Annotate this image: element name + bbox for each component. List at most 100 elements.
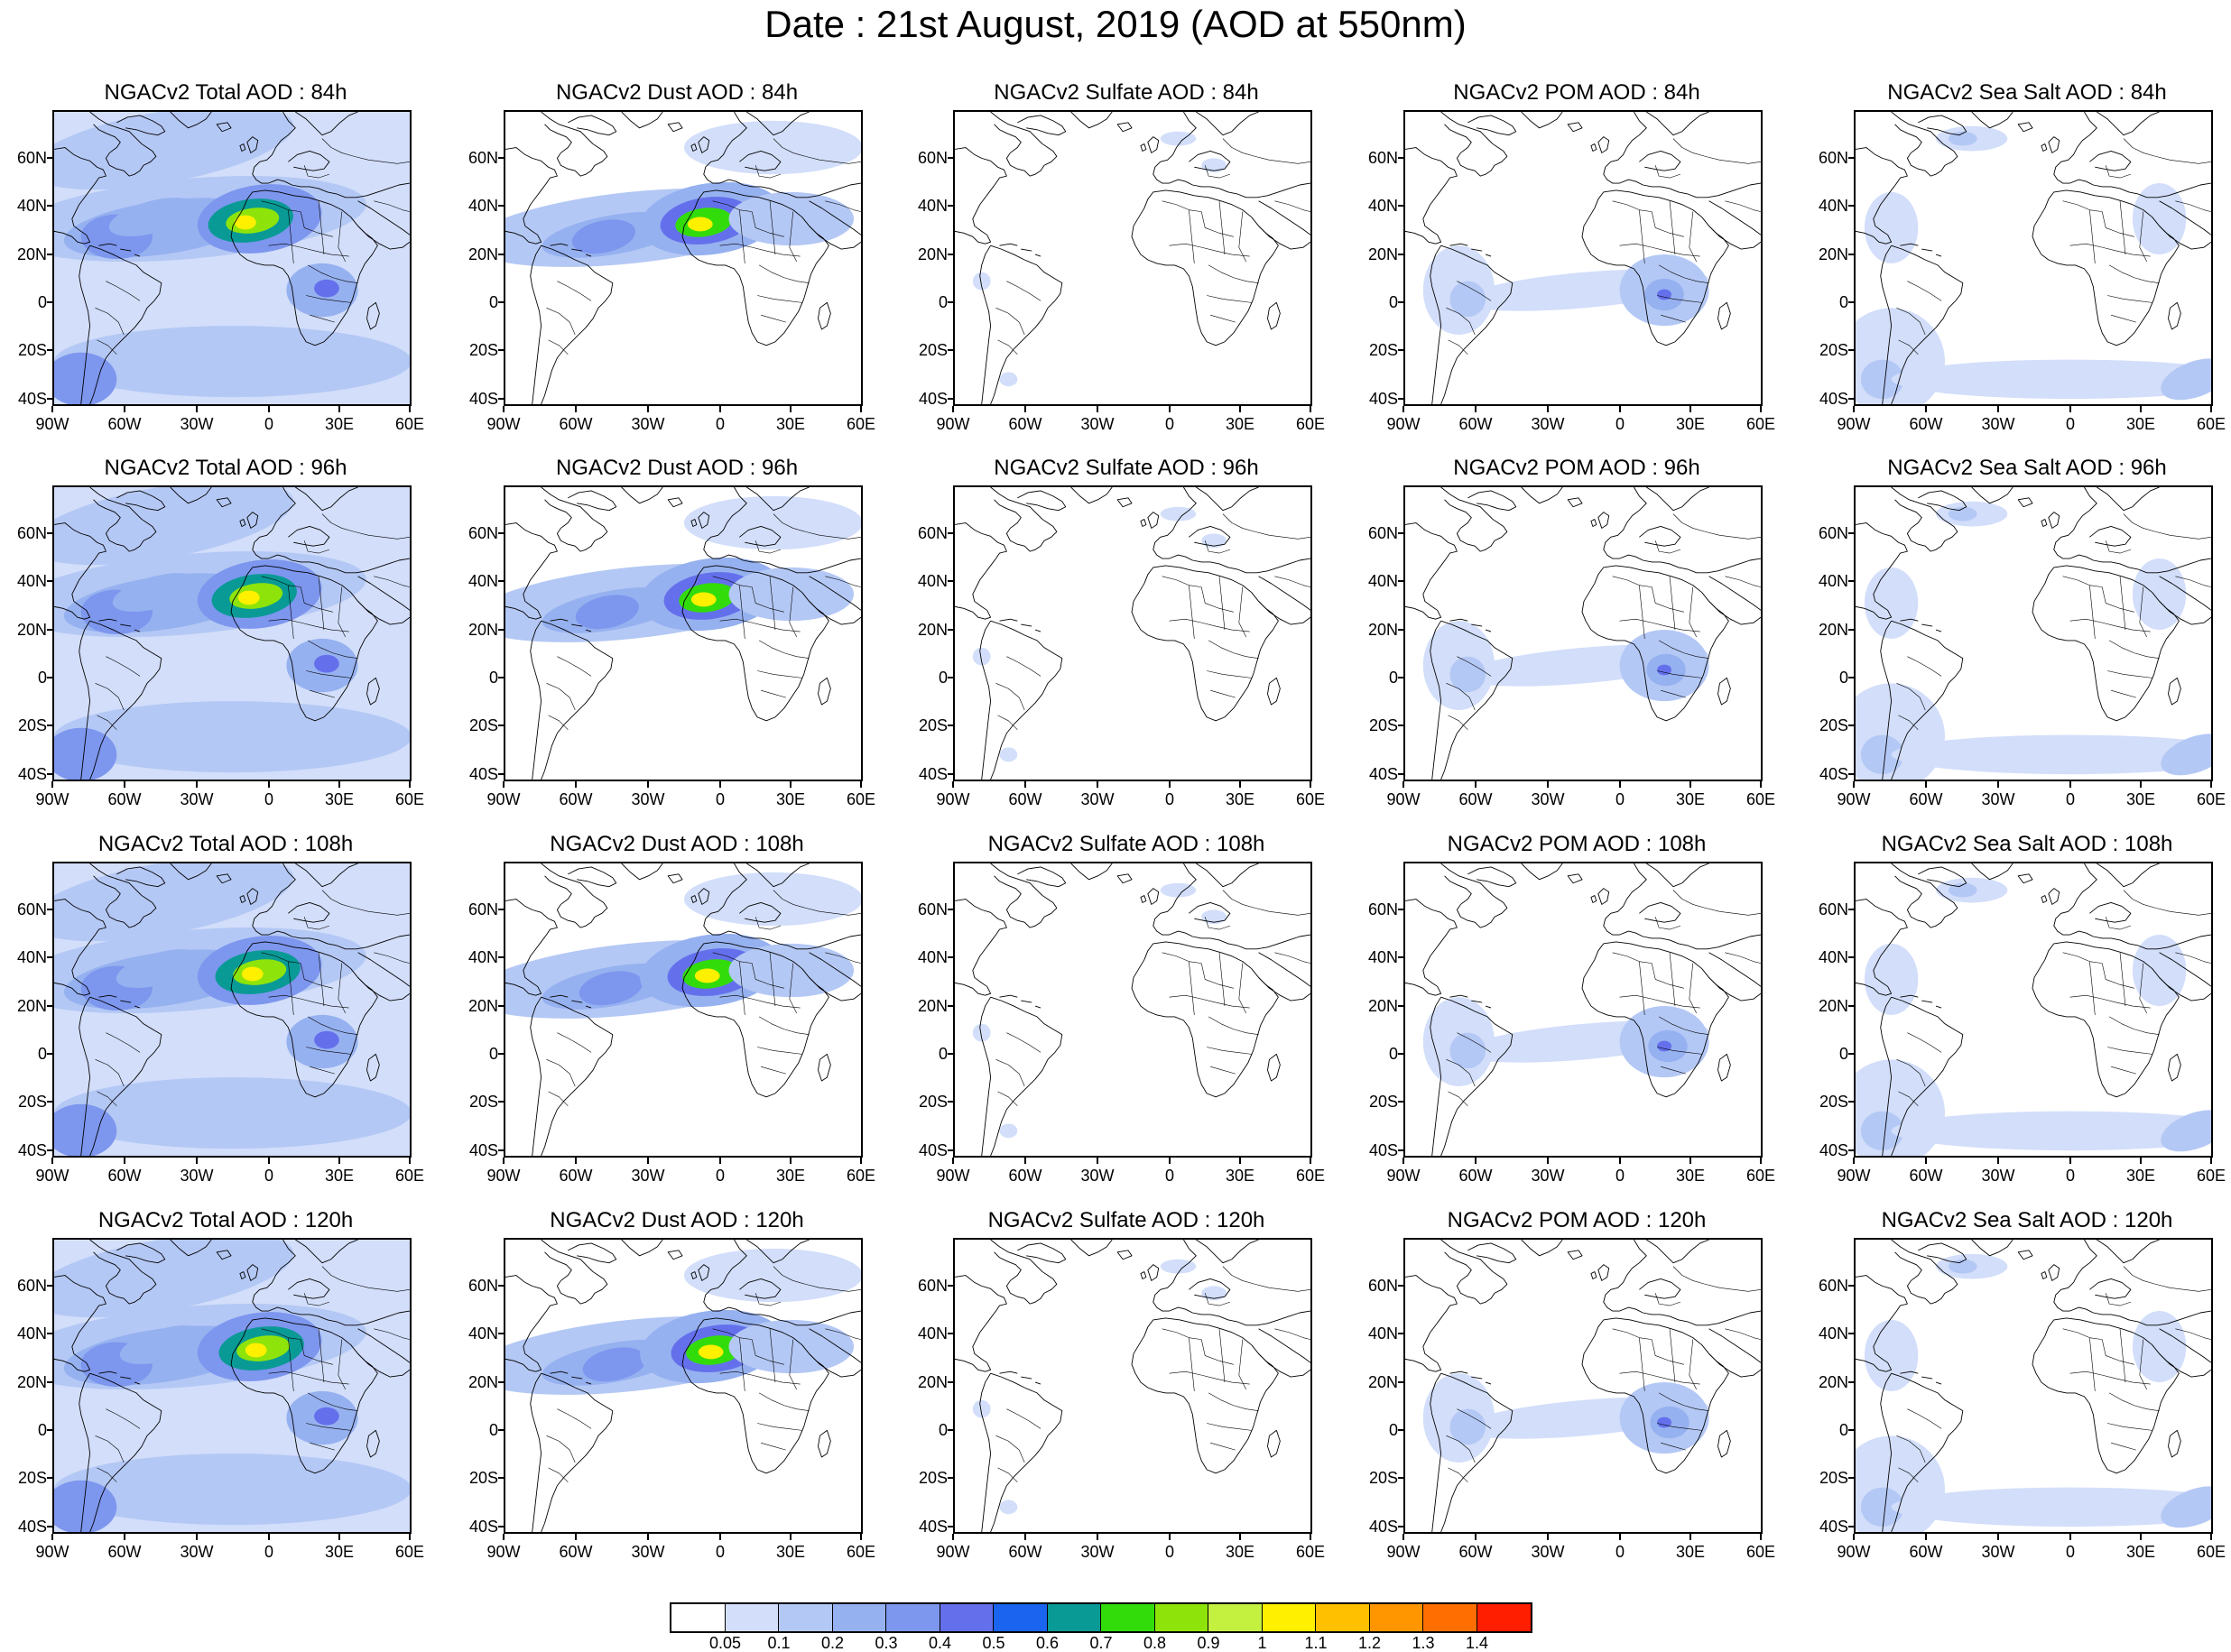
map-panel: NGACv2 POM AOD : 120h 60N 40N 20N 0 20S 40S 90W… <box>1351 1207 1802 1575</box>
latitude-tick <box>498 1285 504 1287</box>
longitude-label: 90W <box>1386 790 1421 808</box>
aod-field <box>1449 656 1486 693</box>
longitude-tick <box>2069 1158 2071 1164</box>
longitude-tick <box>196 1534 198 1540</box>
longitude-tick <box>1402 1158 1404 1164</box>
aod-field <box>999 747 1018 762</box>
longitude-label: 90W <box>486 1167 521 1185</box>
aod-field <box>54 863 294 942</box>
latitude-tick <box>948 532 953 534</box>
longitude-label: 0 <box>715 790 726 808</box>
longitude-tick <box>1619 1158 1621 1164</box>
longitude-tick <box>1925 406 1927 412</box>
longitude-tick <box>2140 406 2142 412</box>
latitude-label: 60N <box>1367 524 1398 542</box>
map-panel: NGACv2 Dust AOD : 96h 60N 40N 20N 0 20S 40S 90W… <box>451 455 903 823</box>
longitude-tick <box>1402 406 1404 412</box>
longitude-tick <box>51 781 53 788</box>
aod-field <box>314 1030 339 1049</box>
longitude-label: 60E <box>2196 415 2226 433</box>
longitude-label: 60W <box>1008 415 1042 433</box>
latitude-tick <box>1848 1333 1854 1334</box>
latitude-tick <box>47 1053 52 1055</box>
longitude-label: 60E <box>1745 1167 1776 1185</box>
longitude-label: 90W <box>1837 415 1871 433</box>
latitude-label: 20S <box>918 716 948 734</box>
aod-field <box>684 495 861 550</box>
aod-field <box>1449 281 1486 318</box>
aod-field <box>1160 1259 1197 1274</box>
longitude-tick <box>1310 1534 1311 1540</box>
latitude-label: 0 <box>1388 1045 1398 1063</box>
longitude-label: 60W <box>1458 1543 1493 1561</box>
latitude-tick <box>948 157 953 159</box>
longitude-label: 60W <box>1909 790 1943 808</box>
aod-map <box>1856 487 2211 780</box>
latitude-label: 20S <box>1368 1093 1398 1111</box>
aod-field <box>2161 1110 2211 1152</box>
longitude-tick <box>647 1534 649 1540</box>
longitude-tick <box>1024 1534 1026 1540</box>
longitude-label: 30W <box>1531 1167 1565 1185</box>
latitude-tick <box>948 773 953 775</box>
longitude-tick <box>647 406 649 412</box>
aod-field <box>1891 1111 2211 1151</box>
longitude-tick <box>1997 1534 1999 1540</box>
aod-field <box>1449 1032 1486 1069</box>
latitude-label: 60N <box>1367 900 1398 918</box>
longitude-label: 30W <box>631 1543 665 1561</box>
latitude-tick <box>948 677 953 678</box>
latitude-label: 40S <box>1368 765 1398 783</box>
longitude-tick <box>647 1158 649 1164</box>
longitude-tick <box>1619 1534 1621 1540</box>
longitude-label: 90W <box>936 415 970 433</box>
latitude-label: 20S <box>918 1093 948 1111</box>
latitude-tick <box>1398 1101 1403 1103</box>
longitude-tick <box>1097 1158 1098 1164</box>
latitude-tick <box>1848 349 1854 351</box>
longitude-tick <box>1925 1534 1927 1540</box>
longitude-tick <box>575 781 577 788</box>
latitude-tick <box>948 1285 953 1287</box>
latitude-tick <box>47 1477 52 1479</box>
latitude-tick <box>1848 956 1854 958</box>
longitude-label: 0 <box>1615 1543 1625 1561</box>
aod-map <box>1856 1240 2211 1532</box>
aod-field <box>2161 1486 2211 1528</box>
longitude-label: 60W <box>107 1543 142 1561</box>
latitude-tick <box>948 909 953 910</box>
latitude-label: 40N <box>917 197 948 215</box>
longitude-label: 30W <box>1531 790 1565 808</box>
longitude-tick <box>860 1158 862 1164</box>
longitude-label: 30E <box>2125 1543 2156 1561</box>
longitude-label: 90W <box>35 1543 69 1561</box>
aod-map <box>505 1240 861 1532</box>
aod-field <box>245 1343 267 1358</box>
longitude-tick <box>1169 1534 1171 1540</box>
longitude-label: 30E <box>775 1167 806 1185</box>
colorbar-box <box>1477 1604 1531 1631</box>
aod-field <box>1891 1487 2211 1527</box>
colorbar-box <box>1369 1604 1423 1631</box>
latitude-tick <box>498 1005 504 1007</box>
latitude-tick <box>498 724 504 726</box>
aod-field <box>690 592 717 607</box>
longitude-label: 30E <box>1225 1167 1255 1185</box>
longitude-label: 30E <box>1675 415 1706 433</box>
aod-map <box>955 1240 1310 1532</box>
longitude-tick <box>1547 781 1549 788</box>
longitude-label: 60W <box>559 1167 593 1185</box>
longitude-tick <box>1760 1158 1762 1164</box>
aod-map <box>955 112 1310 404</box>
map-frame <box>52 110 412 406</box>
longitude-tick <box>790 406 791 412</box>
map-panel: NGACv2 Sulfate AOD : 84h 60N 40N 20N 0 20S 40S… <box>901 79 1352 448</box>
longitude-label: 90W <box>1837 790 1871 808</box>
colorbar-box <box>994 1604 1048 1631</box>
aod-field <box>579 971 643 1006</box>
latitude-tick <box>47 580 52 582</box>
longitude-label: 60W <box>1909 1167 1943 1185</box>
latitude-tick <box>1848 909 1854 910</box>
longitude-tick <box>1239 1534 1241 1540</box>
aod-field <box>2132 183 2187 255</box>
